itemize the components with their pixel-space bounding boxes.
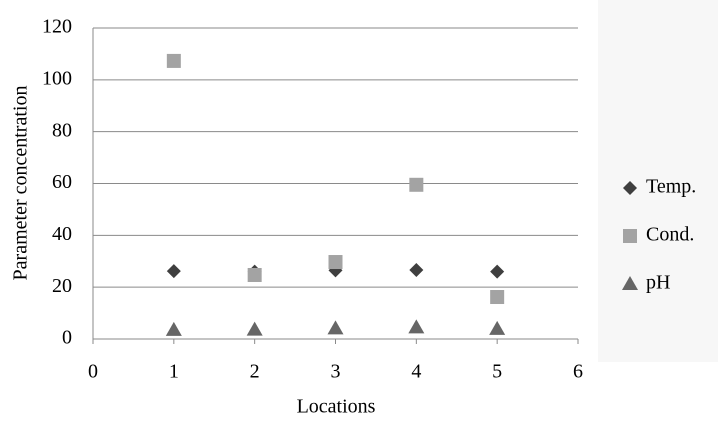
x-axis-label: Locations xyxy=(297,396,376,418)
data-point xyxy=(489,320,506,335)
y-axis-label: Parameter concentration xyxy=(10,86,32,281)
legend-marker xyxy=(623,229,637,243)
legend-label: Temp. xyxy=(646,176,696,198)
y-tick-label: 20 xyxy=(52,275,72,297)
x-tick-label: 5 xyxy=(492,361,502,383)
x-tick-label: 0 xyxy=(88,361,98,383)
y-tick-label: 120 xyxy=(42,16,72,38)
legend-marker xyxy=(623,181,637,195)
data-point xyxy=(490,264,505,279)
data-point xyxy=(165,321,182,336)
legend-label: pH xyxy=(646,272,670,294)
data-point xyxy=(327,320,344,335)
y-tick-label: 60 xyxy=(52,171,72,193)
x-tick-label: 6 xyxy=(573,361,583,383)
data-point xyxy=(247,267,262,282)
x-tick-label: 2 xyxy=(250,361,260,383)
legend-area xyxy=(598,0,718,362)
y-tick-label: 40 xyxy=(52,223,72,245)
data-point xyxy=(409,263,424,278)
x-tick-label: 4 xyxy=(411,361,421,383)
data-point xyxy=(246,321,263,336)
data-point xyxy=(166,53,181,68)
x-tick-label: 1 xyxy=(169,361,179,383)
y-tick-label: 100 xyxy=(42,67,72,89)
data-point xyxy=(328,255,343,270)
data-point xyxy=(166,264,181,279)
legend-label: Cond. xyxy=(646,224,694,246)
data-point xyxy=(490,290,505,305)
data-point xyxy=(409,177,424,192)
y-tick-label: 80 xyxy=(52,119,72,141)
x-tick-label: 3 xyxy=(331,361,341,383)
y-tick-label: 0 xyxy=(62,327,72,349)
legend-marker xyxy=(622,276,638,290)
data-point xyxy=(408,319,425,334)
